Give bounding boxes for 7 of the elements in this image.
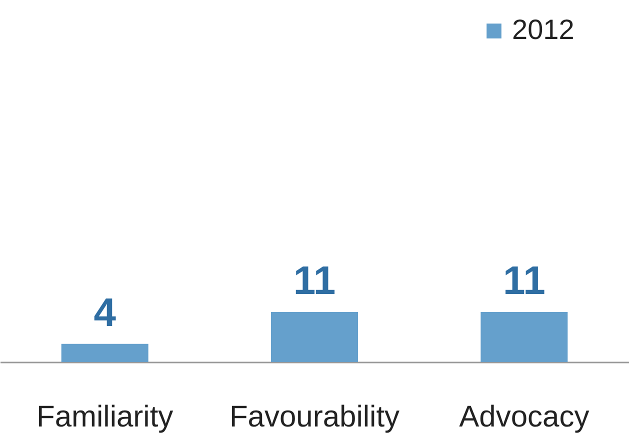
data-label: 11 [503, 259, 546, 303]
x-tick-label: Favourability [229, 400, 400, 434]
legend-label: 2012 [512, 14, 574, 45]
data-label: 11 [293, 259, 336, 303]
data-label: 4 [94, 290, 117, 335]
x-tick-label: Familiarity [36, 400, 174, 434]
x-tick-label: Advocacy [459, 400, 590, 434]
